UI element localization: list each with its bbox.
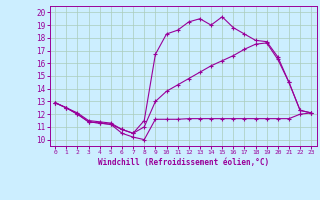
X-axis label: Windchill (Refroidissement éolien,°C): Windchill (Refroidissement éolien,°C) bbox=[98, 158, 269, 167]
